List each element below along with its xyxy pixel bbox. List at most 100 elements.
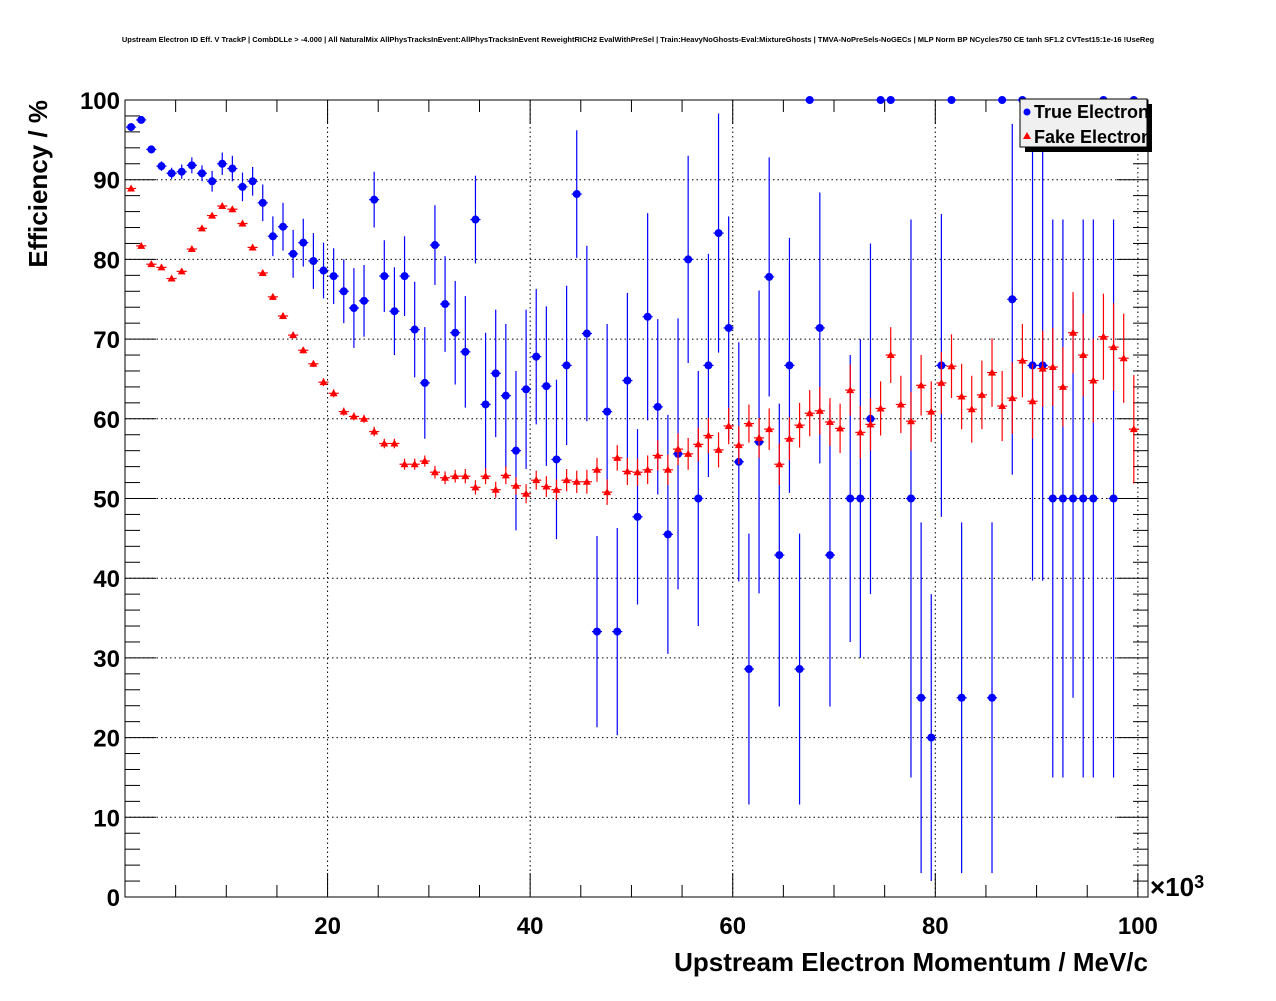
data-point [795, 665, 804, 674]
data-point [1119, 354, 1128, 362]
data-point [592, 627, 601, 636]
data-point [319, 266, 328, 275]
x-tick-labels: 20 40 60 80 100 [314, 913, 1158, 940]
data-point [663, 465, 672, 473]
grid [125, 100, 1148, 897]
data-point [684, 255, 693, 264]
data-point [218, 159, 227, 168]
data-point [613, 453, 622, 461]
data-point [785, 434, 794, 442]
data-point [714, 229, 723, 238]
data-point [430, 241, 439, 250]
x-tick-label: 40 [517, 913, 544, 940]
data-point [988, 693, 997, 702]
data-point [552, 485, 561, 493]
data-point [927, 733, 936, 742]
data-point [967, 405, 976, 413]
data-point [906, 417, 915, 425]
data-point [491, 485, 500, 493]
data-point [552, 455, 561, 464]
data-point [988, 368, 997, 376]
data-point [906, 494, 915, 503]
data-point [684, 449, 693, 457]
data-point [876, 96, 885, 104]
data-point [177, 267, 186, 275]
data-point [886, 351, 895, 359]
legend: True Electron Fake Electron [1019, 98, 1152, 152]
data-point [694, 494, 703, 503]
data-point [279, 311, 288, 319]
data-point [582, 329, 591, 338]
data-point [471, 215, 480, 224]
data-point [1028, 397, 1037, 405]
data-point [572, 190, 581, 199]
data-point [998, 402, 1007, 410]
data-point [1079, 494, 1088, 503]
data-point [522, 385, 531, 394]
legend-label-true-electron: True Electron [1034, 102, 1149, 122]
data-point [430, 468, 439, 476]
y-tick-label: 70 [93, 327, 120, 354]
data-point [137, 115, 146, 124]
data-point [805, 409, 814, 417]
y-tick-label: 50 [93, 487, 120, 514]
data-point [937, 378, 946, 386]
data-point [866, 420, 875, 428]
data-point [643, 465, 652, 473]
y-tick-label: 20 [93, 726, 120, 753]
x-tick-label: 100 [1118, 913, 1158, 940]
y-tick-label: 100 [80, 88, 120, 115]
x-multiplier: ×103 [1150, 872, 1204, 902]
data-point [309, 359, 318, 367]
data-point [147, 260, 156, 268]
data-point [390, 307, 399, 316]
data-point [187, 161, 196, 170]
x-tick-label: 60 [719, 913, 746, 940]
data-point [572, 477, 581, 485]
data-point [299, 238, 308, 247]
data-point [481, 400, 490, 409]
data-point [886, 96, 895, 104]
series-fake-electron [126, 184, 1139, 505]
data-point [360, 296, 369, 305]
data-point [846, 386, 855, 394]
data-point [441, 300, 450, 309]
data-point [157, 162, 166, 171]
data-point [339, 287, 348, 296]
data-point [329, 272, 338, 281]
y-tick-label: 0 [107, 885, 120, 912]
data-point [197, 169, 206, 178]
data-point [380, 272, 389, 281]
data-point [744, 419, 753, 427]
data-point [167, 274, 176, 282]
data-point [471, 483, 480, 491]
data-point [917, 381, 926, 389]
data-point [846, 494, 855, 503]
data-point [329, 389, 338, 397]
y-tick-label: 30 [93, 646, 120, 673]
data-point [127, 184, 136, 192]
data-point [268, 232, 277, 241]
data-point [491, 369, 500, 378]
data-point [501, 391, 510, 400]
data-point [1079, 351, 1088, 359]
y-tick-labels: 0 10 20 30 40 50 60 70 80 90 100 [80, 88, 120, 912]
data-point [410, 460, 419, 468]
chart-title: Upstream Electron ID Eff. V TrackP | Com… [122, 35, 1155, 44]
data-point [127, 123, 136, 132]
data-point [653, 451, 662, 459]
data-point [370, 195, 379, 204]
data-point [208, 211, 217, 219]
series-true-electron [126, 96, 1139, 882]
data-point [755, 433, 764, 441]
data-point [167, 169, 176, 178]
data-point [1069, 328, 1078, 336]
x-axis-title: Upstream Electron Momentum / MeV/c [674, 947, 1148, 977]
data-point [765, 272, 774, 281]
data-point [1089, 376, 1098, 384]
data-point [734, 441, 743, 449]
legend-label-fake-electron: Fake Electron [1034, 127, 1152, 147]
data-point [947, 96, 956, 104]
data-point [461, 347, 470, 356]
data-point [137, 241, 146, 249]
